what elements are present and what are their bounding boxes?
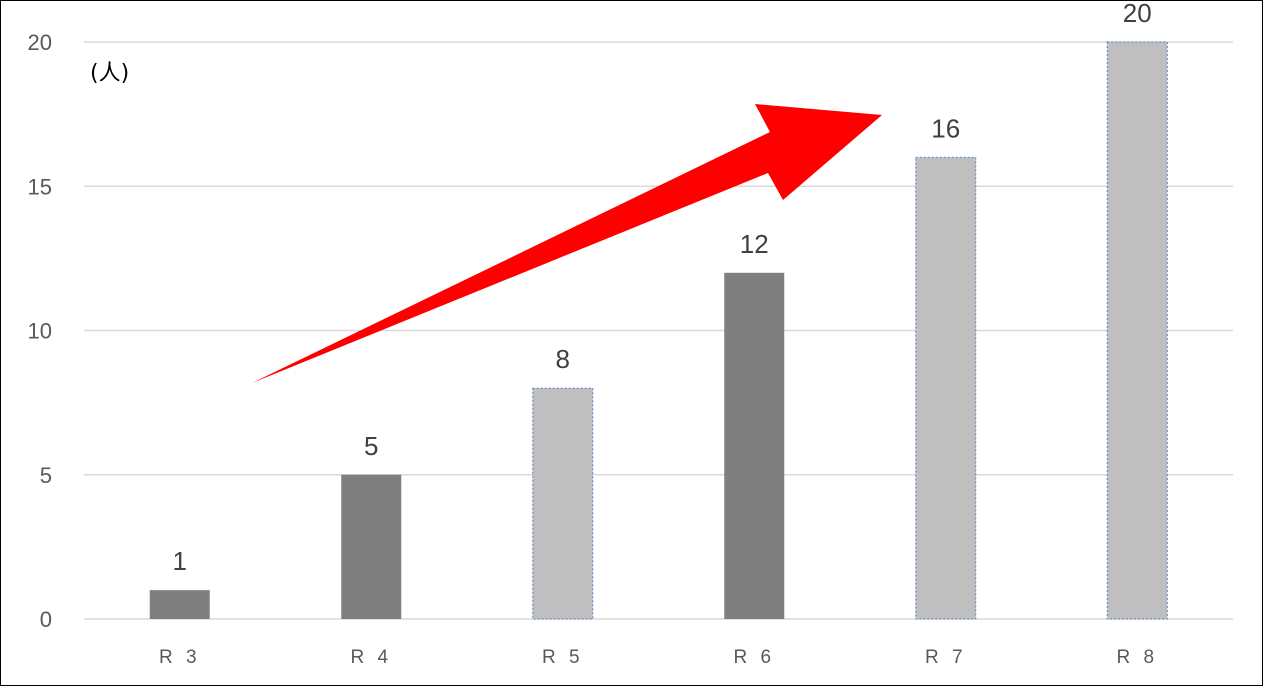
data-label: 20: [1123, 0, 1152, 28]
data-label: 5: [364, 431, 378, 461]
x-tick-label: R 5: [542, 647, 584, 668]
bars: [149, 41, 1168, 620]
bar-r4: [341, 474, 402, 619]
data-labels: 1 5 8 12 16 20: [173, 0, 1152, 576]
data-label: 1: [173, 546, 187, 576]
y-tick-label: 5: [40, 463, 52, 488]
x-tick-label: R 4: [350, 647, 392, 668]
y-axis-ticks: 0 5 10 15 20: [28, 30, 52, 632]
y-tick-label: 20: [28, 30, 52, 55]
bar-r6: [724, 272, 785, 619]
bar-r7: [915, 156, 977, 620]
data-label: 8: [556, 344, 570, 374]
bar-r8: [1106, 41, 1168, 620]
y-unit-label: (人): [90, 61, 129, 86]
data-label: 16: [931, 113, 960, 143]
x-tick-label: R 6: [733, 647, 775, 668]
trend-arrow: [252, 104, 882, 383]
x-tick-label: R 3: [159, 647, 201, 668]
x-axis-ticks: R 3 R 4 R 5 R 6 R 7 R 8: [159, 647, 1158, 668]
gridlines: [84, 41, 1233, 620]
y-tick-label: 0: [40, 607, 52, 632]
bar-r3: [149, 590, 210, 619]
data-label: 12: [740, 229, 769, 259]
x-tick-label: R 8: [1116, 647, 1158, 668]
y-tick-label: 10: [28, 319, 52, 344]
x-tick-label: R 7: [925, 647, 967, 668]
bar-r5: [532, 387, 594, 620]
y-tick-label: 15: [28, 174, 52, 199]
